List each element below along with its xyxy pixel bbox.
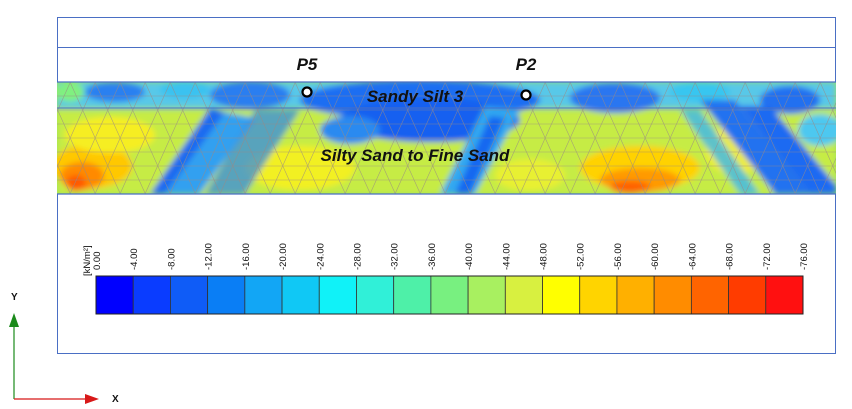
soil-boundaries [57, 81, 836, 195]
legend-tick-label: -12.00 [204, 243, 215, 270]
x-arrow-icon [85, 394, 99, 404]
legend-tick-label: -72.00 [762, 243, 773, 270]
legend-tick-label: -20.00 [278, 243, 289, 270]
legend-swatch [318, 275, 357, 315]
axis-indicator: Y X [9, 292, 119, 405]
legend-swatch [504, 275, 543, 315]
legend-tick-label: -64.00 [687, 243, 698, 270]
legend-swatch [542, 275, 581, 315]
point-circle-icon[interactable] [301, 86, 313, 98]
legend-tick-labels: 0.00 -4.00 -8.00 -12.00 -16.00 -20.00 -24.00 -2… [92, 243, 810, 270]
point-marker-p2[interactable]: P2 [516, 55, 537, 101]
point-circle-icon[interactable] [520, 89, 532, 101]
layer-label-sandy-silt: Sandy Silt 3 [367, 87, 464, 106]
legend-swatch [281, 275, 320, 315]
legend-tick-label: -68.00 [725, 243, 736, 270]
legend-swatch [616, 275, 655, 315]
legend-tick-label: -32.00 [390, 243, 401, 270]
legend-swatch [356, 275, 395, 315]
point-label-p5: P5 [297, 55, 318, 74]
legend-swatch [95, 275, 134, 315]
legend-tick-label: -40.00 [464, 243, 475, 270]
legend-tick-label: -48.00 [539, 243, 550, 270]
legend-swatch [653, 275, 692, 315]
legend-swatch [393, 275, 432, 315]
legend-swatch [728, 275, 767, 315]
legend-tick-label: -24.00 [315, 243, 326, 270]
legend-tick-label: -44.00 [501, 243, 512, 270]
legend-swatch [430, 275, 469, 315]
color-legend: [kN/m²] 0.00 -4.00 -8.00 -12.00 -16.00 -20.00… [82, 243, 810, 315]
legend-tick-label: -60.00 [650, 243, 661, 270]
legend-swatch [132, 275, 171, 315]
legend-swatch [579, 275, 618, 315]
legend-swatch [170, 275, 209, 315]
legend-tick-label: -16.00 [241, 243, 252, 270]
legend-swatch [207, 275, 246, 315]
layer-label-silty-sand: Silty Sand to Fine Sand [321, 146, 511, 165]
point-label-p2: P2 [516, 55, 537, 74]
legend-tick-label: -4.00 [129, 248, 140, 270]
point-marker-p5[interactable]: P5 [297, 55, 318, 98]
legend-tick-label: -36.00 [427, 243, 438, 270]
frame-divider [57, 47, 836, 48]
legend-tick-label: -28.00 [352, 243, 363, 270]
mesh-grid [57, 82, 836, 194]
legend-tick-label: 0.00 [92, 252, 103, 271]
legend-outline [95, 275, 804, 315]
legend-swatch [765, 275, 804, 315]
y-arrow-icon [9, 313, 19, 327]
y-axis-label: Y [11, 292, 18, 303]
soil-contour-plot [57, 82, 836, 194]
legend-tick-label: -56.00 [613, 243, 624, 270]
legend-tick-label: -76.00 [799, 243, 810, 270]
legend-tick-label: -8.00 [166, 248, 177, 270]
legend-tick-label: -52.00 [576, 243, 587, 270]
x-axis-label: X [112, 394, 119, 405]
legend-swatch [690, 275, 729, 315]
legend-swatches [95, 275, 804, 315]
legend-unit-label: [kN/m²] [82, 245, 93, 276]
legend-swatch [467, 275, 506, 315]
legend-swatch [244, 275, 283, 315]
